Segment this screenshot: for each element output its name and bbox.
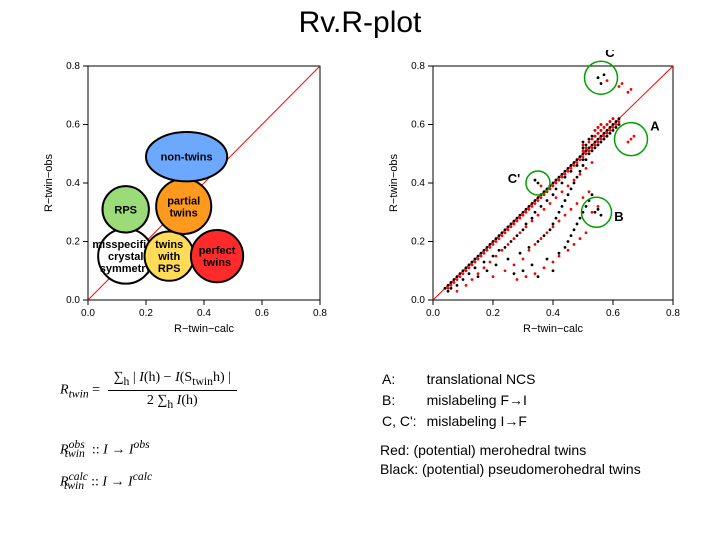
svg-text:0.2: 0.2 — [411, 237, 425, 248]
svg-text:perfect: perfect — [199, 245, 236, 257]
svg-text:crystal: crystal — [108, 251, 143, 263]
formula-r-twin-calc: Rcalctwin :: I → Icalc — [60, 470, 152, 492]
left-chart-rvr-diagram: 0.00.0 0.2 0.2 0.4 0.4 0.6 0.6 0.8 0.8 R−twin−cal… — [30, 50, 340, 345]
svg-text:with: with — [157, 251, 180, 263]
legend-row: B:mislabeling F→I — [382, 391, 544, 410]
svg-text:0.0: 0.0 — [66, 295, 80, 306]
svg-text:R−twin−calc: R−twin−calc — [523, 323, 583, 335]
svg-text:0.8: 0.8 — [66, 61, 80, 72]
svg-text:0.0: 0.0 — [411, 295, 425, 306]
svg-text:symmetry: symmetry — [100, 263, 153, 275]
svg-text:R−twin−calc: R−twin−calc — [174, 323, 234, 335]
legend-key: C, C': — [382, 412, 425, 431]
legend-black-line: Black: (potential) pseudomerohedral twin… — [380, 460, 641, 479]
svg-text:A: A — [650, 118, 660, 133]
svg-text:twins: twins — [155, 239, 183, 251]
svg-text:R−twin−obs: R−twin−obs — [43, 153, 55, 212]
legend-key: B: — [382, 391, 425, 410]
legend-block: A:translational NCSB:mislabeling F→IC, C… — [380, 368, 641, 478]
right-chart-rvr-scatter: 0.00.0 0.2 0.2 0.4 0.4 0.6 0.6 0.8 0.8 R−twin−cal… — [375, 50, 695, 345]
svg-text:0.8: 0.8 — [666, 308, 680, 319]
svg-text:twins: twins — [170, 207, 198, 219]
legend-red-line: Red: (potential) merohedral twins — [380, 441, 641, 460]
svg-text:0.4: 0.4 — [66, 178, 80, 189]
svg-text:RPS: RPS — [114, 204, 137, 216]
svg-text:0.6: 0.6 — [411, 120, 425, 131]
formula-r-twin: Rtwin = ∑h | I(h) − I(Stwinh) |2 ∑h I(h) — [60, 370, 237, 411]
svg-text:0.6: 0.6 — [66, 120, 80, 131]
svg-text:C': C' — [508, 171, 520, 186]
legend-table: A:translational NCSB:mislabeling F→IC, C… — [380, 368, 546, 433]
svg-text:R−twin−obs: R−twin−obs — [388, 153, 400, 212]
legend-val: mislabeling I→F — [427, 412, 544, 431]
formula-r-twin-obs: Robstwin :: I → Iobs — [60, 438, 150, 460]
svg-text:0.4: 0.4 — [411, 178, 425, 189]
legend-val: translational NCS — [427, 370, 544, 389]
legend-val: mislabeling F→I — [427, 391, 544, 410]
svg-text:0.4: 0.4 — [546, 308, 560, 319]
svg-text:0.6: 0.6 — [255, 308, 269, 319]
legend-row: C, C':mislabeling I→F — [382, 412, 544, 431]
svg-text:non-twins: non-twins — [161, 152, 213, 164]
svg-text:B: B — [614, 209, 623, 224]
legend-row: A:translational NCS — [382, 370, 544, 389]
svg-text:0.8: 0.8 — [411, 61, 425, 72]
svg-text:0.4: 0.4 — [197, 308, 211, 319]
svg-text:0.2: 0.2 — [139, 308, 153, 319]
svg-text:0.8: 0.8 — [313, 308, 327, 319]
legend-key: A: — [382, 370, 425, 389]
svg-text:partial: partial — [167, 195, 200, 207]
svg-text:0.2: 0.2 — [486, 308, 500, 319]
svg-text:0.2: 0.2 — [66, 237, 80, 248]
svg-text:0.0: 0.0 — [81, 308, 95, 319]
svg-text:0.6: 0.6 — [606, 308, 620, 319]
svg-text:C: C — [605, 50, 615, 60]
svg-text:0.0: 0.0 — [426, 308, 440, 319]
page-title: Rv.R-plot — [0, 6, 720, 40]
svg-text:RPS: RPS — [158, 263, 181, 275]
svg-text:twins: twins — [203, 257, 231, 269]
